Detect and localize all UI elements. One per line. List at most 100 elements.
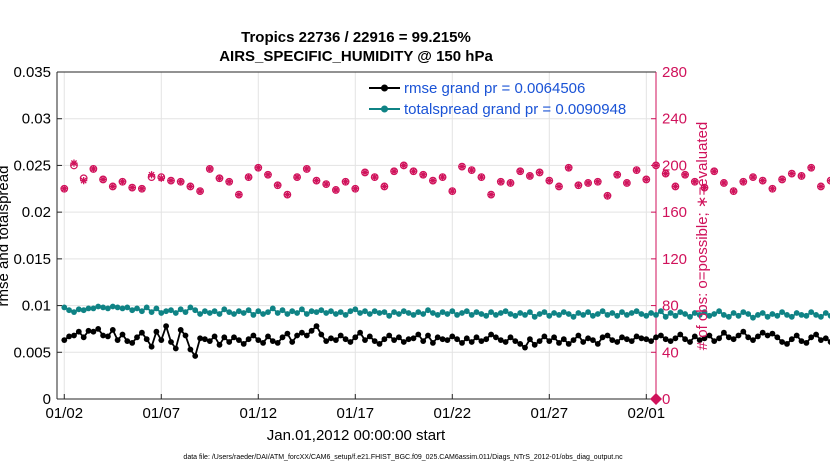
rmse-point bbox=[759, 329, 766, 336]
totalspread-point bbox=[265, 309, 271, 315]
right-axis-zero-marker bbox=[650, 393, 662, 405]
totalspread-point bbox=[119, 305, 126, 312]
totalspread-point bbox=[463, 308, 470, 315]
totalspread-point bbox=[192, 307, 199, 314]
legend-rmse-label: rmse grand pr = 0.0064506 bbox=[404, 80, 585, 97]
rmse-point bbox=[308, 327, 315, 334]
totalspread-point bbox=[260, 311, 266, 317]
totalspread-point bbox=[71, 309, 77, 315]
obs-evaluated-point bbox=[468, 166, 476, 174]
totalspread-point bbox=[362, 308, 368, 315]
totalspread-point bbox=[517, 310, 524, 316]
obs-evaluated-point bbox=[477, 173, 485, 181]
obs-evaluated-point bbox=[497, 178, 505, 186]
totalspread-point bbox=[376, 310, 383, 316]
rmse-point bbox=[177, 327, 184, 333]
totalspread-point bbox=[410, 312, 417, 318]
totalspread-point bbox=[488, 309, 494, 315]
rmse-point bbox=[662, 336, 669, 343]
rmse-point bbox=[129, 340, 136, 346]
totalspread-point bbox=[269, 305, 276, 312]
rmse-point bbox=[507, 334, 514, 341]
totalspread-point bbox=[759, 310, 766, 316]
totalspread-point bbox=[163, 308, 170, 315]
x-tick-label: 01/12 bbox=[240, 405, 278, 422]
totalspread-point bbox=[303, 311, 310, 317]
obs-evaluated-point bbox=[409, 167, 418, 175]
totalspread-point bbox=[793, 310, 800, 316]
rmse-point bbox=[774, 334, 781, 341]
totalspread-point bbox=[813, 312, 819, 318]
obs-evaluated-point bbox=[584, 179, 592, 187]
totalspread-point bbox=[240, 310, 247, 316]
rmse-point bbox=[80, 334, 87, 341]
obs-evaluated-point bbox=[681, 171, 689, 179]
totalspread-point bbox=[279, 307, 286, 314]
obs-evaluated-point bbox=[623, 179, 631, 187]
rmse-point bbox=[531, 341, 538, 348]
totalspread-point bbox=[337, 309, 344, 315]
totalspread-point bbox=[114, 304, 121, 311]
obs-evaluated-point bbox=[817, 182, 825, 191]
totalspread-point bbox=[745, 311, 752, 317]
totalspread-point bbox=[333, 311, 339, 317]
totalspread-point bbox=[100, 304, 106, 311]
totalspread-point bbox=[153, 305, 160, 312]
rmse-series bbox=[61, 323, 830, 359]
totalspread-point bbox=[109, 303, 116, 310]
obs-evaluated-point bbox=[99, 175, 107, 184]
totalspread-point bbox=[172, 310, 179, 316]
totalspread-point bbox=[187, 304, 194, 311]
rmse-point bbox=[449, 333, 456, 340]
obs-evaluated-point bbox=[341, 178, 350, 186]
rmse-point bbox=[527, 336, 533, 343]
rmse-point bbox=[260, 340, 266, 346]
totalspread-point bbox=[546, 312, 553, 319]
obs-evaluated-point bbox=[535, 168, 544, 177]
totalspread-point bbox=[667, 310, 674, 316]
totalspread-point bbox=[105, 305, 111, 312]
totalspread-point bbox=[624, 312, 630, 318]
obs-evaluated-point bbox=[109, 182, 117, 191]
totalspread-point bbox=[420, 311, 427, 317]
obs-evaluated-point bbox=[390, 167, 398, 175]
totalspread-point bbox=[633, 308, 640, 315]
rmse-point bbox=[701, 335, 708, 342]
rmse-point bbox=[366, 333, 373, 340]
totalspread-point bbox=[177, 306, 184, 313]
rmse-point bbox=[124, 338, 131, 344]
obs-evaluated-point bbox=[594, 178, 602, 186]
rmse-point bbox=[143, 336, 150, 343]
totalspread-point bbox=[80, 307, 87, 314]
totalspread-point bbox=[769, 311, 776, 317]
y-right-tick-label: 80 bbox=[662, 298, 679, 315]
totalspread-point bbox=[299, 306, 305, 313]
obs-evaluated-point bbox=[691, 178, 699, 186]
totalspread-point bbox=[323, 310, 330, 316]
obs-evaluated-point bbox=[662, 170, 670, 178]
totalspread-point bbox=[391, 309, 397, 315]
rmse-point bbox=[303, 332, 310, 339]
rmse-point bbox=[274, 340, 281, 346]
rmse-point bbox=[750, 337, 756, 343]
rmse-point bbox=[158, 337, 165, 343]
obs-evaluated-point bbox=[555, 182, 563, 191]
totalspread-point bbox=[439, 309, 446, 315]
chart-title-line1: Tropics 22736 / 22916 = 99.215% bbox=[241, 29, 471, 46]
totalspread-point bbox=[493, 312, 499, 318]
rmse-point bbox=[541, 333, 548, 340]
totalspread-point bbox=[536, 311, 543, 317]
totalspread-point bbox=[628, 310, 635, 316]
totalspread-point bbox=[764, 313, 771, 320]
totalspread-point bbox=[822, 310, 829, 316]
rmse-point bbox=[706, 332, 713, 339]
totalspread-point bbox=[507, 311, 514, 317]
x-axis-label: Jan.01,2012 00:00:00 start bbox=[267, 427, 446, 444]
totalspread-point bbox=[818, 313, 824, 320]
y-left-tick-label: 0 bbox=[43, 391, 51, 408]
rmse-point bbox=[148, 343, 155, 350]
obs-evaluated-point bbox=[312, 177, 321, 185]
totalspread-point bbox=[779, 309, 785, 315]
chart-title-line2: AIRS_SPECIFIC_HUMIDITY @ 150 hPa bbox=[219, 48, 493, 65]
totalspread-point bbox=[730, 310, 737, 316]
